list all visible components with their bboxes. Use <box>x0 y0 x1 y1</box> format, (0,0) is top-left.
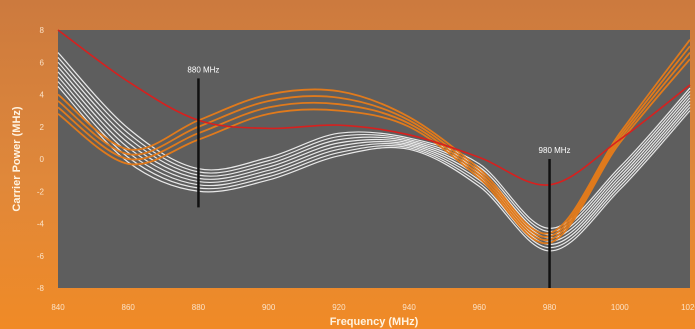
y-axis-title: Carrier Power (MHz) <box>11 106 23 211</box>
x-tick-label: 840 <box>51 303 65 312</box>
orange-series-line <box>57 45 691 238</box>
orange-series-line <box>57 39 691 235</box>
x-tick-label: 1020 <box>681 303 695 312</box>
x-axis-title: Frequency (MHz) <box>330 316 419 328</box>
white-series-line <box>57 76 691 246</box>
y-tick-label: 6 <box>40 58 45 67</box>
x-tick-label: 860 <box>122 303 136 312</box>
white-series-line <box>57 71 691 242</box>
white-series-line <box>57 61 691 236</box>
series-lines <box>57 29 691 252</box>
x-tick-label: 960 <box>473 303 487 312</box>
plot-area-background <box>58 30 690 288</box>
y-tick-label: -8 <box>37 284 45 293</box>
y-tick-label: 8 <box>40 26 45 35</box>
white-series-line <box>57 81 691 249</box>
x-tick-label: 1000 <box>611 303 629 312</box>
x-tick-label: 920 <box>332 303 346 312</box>
y-tick-label: 2 <box>40 123 45 132</box>
y-tick-labels: 8 6 4 2 0 -2 -4 -6 -8 <box>37 26 45 293</box>
orange-series-line <box>57 58 691 245</box>
x-tick-label: 940 <box>402 303 416 312</box>
marker-label: 880 MHz <box>187 65 219 74</box>
marker-label: 980 MHz <box>539 146 571 155</box>
x-tick-label: 900 <box>262 303 276 312</box>
red-series-line <box>57 29 691 186</box>
x-tick-labels: 840 860 880 900 920 940 960 980 1000 1020 <box>51 303 695 312</box>
y-tick-label: -4 <box>37 220 45 229</box>
x-tick-label: 980 <box>543 303 557 312</box>
white-series-line <box>57 66 691 239</box>
y-tick-label: -6 <box>37 252 45 261</box>
y-tick-label: 4 <box>40 91 45 100</box>
x-tick-label: 880 <box>192 303 206 312</box>
y-tick-label: -2 <box>37 187 45 196</box>
orange-series-line <box>57 52 691 241</box>
white-series-line <box>57 86 691 252</box>
annotation-markers: 880 MHz 980 MHz <box>187 65 571 288</box>
y-tick-label: 0 <box>40 155 45 164</box>
